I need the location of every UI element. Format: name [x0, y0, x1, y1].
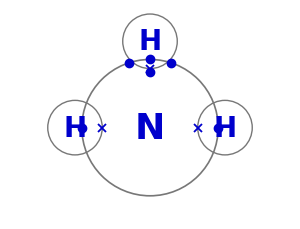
Text: N: N — [135, 111, 165, 145]
Text: H: H — [213, 114, 236, 142]
Text: H: H — [64, 114, 87, 142]
Text: H: H — [138, 28, 162, 56]
